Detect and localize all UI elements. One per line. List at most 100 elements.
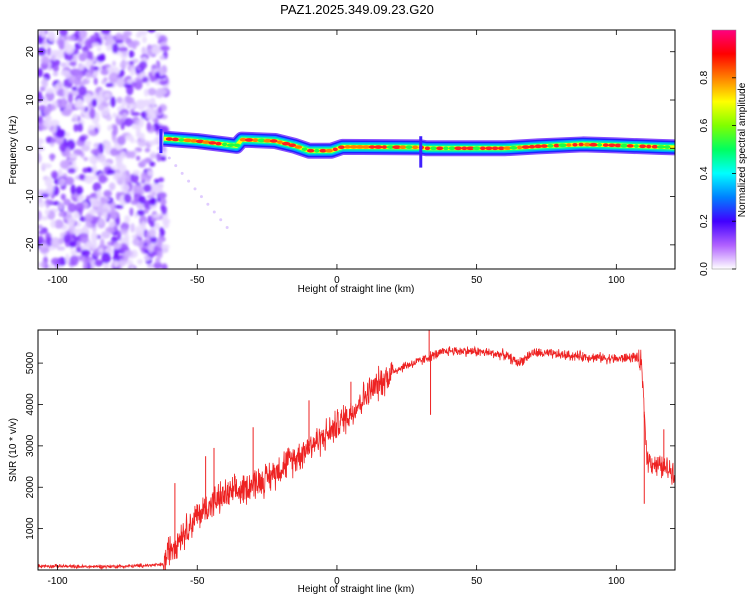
noise-blob — [41, 43, 51, 48]
noise-blob — [148, 140, 157, 146]
noise-blob — [112, 112, 118, 119]
noise-blob — [139, 60, 148, 70]
spectrogram-signal-trace — [159, 128, 675, 168]
noise-blob — [125, 150, 132, 159]
trace-hotspot — [633, 144, 639, 148]
trace-hotspot — [244, 138, 254, 142]
noise-blob — [94, 259, 104, 267]
trace-hotspot — [497, 146, 505, 151]
noise-blob — [50, 257, 61, 266]
noise-blob — [50, 138, 57, 144]
noise-blob — [159, 45, 170, 52]
figure-title: PAZ1.2025.349.09.23.G20 — [280, 2, 434, 17]
colorbar-tick-label-3: 0.6 — [699, 118, 710, 132]
noise-blob — [79, 135, 87, 142]
noise-blob — [111, 212, 118, 220]
noise-blob — [105, 226, 115, 233]
noise-blob — [73, 228, 84, 235]
trace-hotspot — [269, 139, 278, 143]
noise-dot — [187, 179, 191, 183]
noise-blob — [90, 231, 98, 243]
noise-blob — [157, 250, 163, 259]
noise-blob — [132, 170, 141, 176]
noise-blob — [128, 60, 135, 65]
noise-blob — [154, 71, 161, 78]
noise-blob — [70, 184, 76, 195]
trace-hotspot — [392, 145, 402, 149]
noise-dot — [193, 187, 197, 191]
noise-blob — [124, 232, 130, 243]
noise-blob — [124, 249, 134, 257]
noise-blob — [116, 77, 125, 88]
noise-blob — [84, 213, 94, 223]
noise-blob — [149, 97, 156, 104]
noise-blob — [82, 261, 88, 269]
noise-blob — [41, 55, 50, 65]
noise-blob — [153, 178, 160, 185]
noise-blob — [50, 153, 55, 162]
noise-blob — [44, 115, 52, 122]
noise-blob — [58, 201, 64, 211]
trace-hotspot — [165, 137, 173, 141]
noise-blob — [50, 49, 60, 56]
noise-blob — [123, 83, 132, 88]
noise-blob — [92, 202, 100, 208]
noise-blob — [85, 241, 92, 250]
spectrogram-xtick-label-2: 0 — [334, 275, 340, 286]
noise-blob — [100, 196, 107, 204]
noise-blob — [132, 238, 140, 246]
noise-blob — [84, 93, 93, 104]
colorbar-tick-label-4: 0.8 — [699, 70, 710, 84]
noise-blob — [149, 220, 155, 228]
trace-hotspot — [399, 145, 407, 150]
noise-blob — [38, 146, 45, 152]
noise-blob — [68, 61, 77, 66]
noise-blob — [118, 47, 128, 52]
noise-blob — [144, 147, 151, 153]
noise-blob — [116, 177, 125, 186]
noise-dot — [225, 225, 229, 229]
noise-blob — [118, 259, 127, 267]
noise-blob — [149, 197, 157, 206]
noise-blob — [98, 217, 104, 226]
trace-hotspot — [466, 146, 475, 151]
noise-blob — [38, 152, 41, 163]
noise-blob — [157, 88, 168, 95]
noise-blob — [87, 167, 93, 173]
trace-hotspot — [226, 143, 235, 147]
trace-hotspot — [663, 145, 671, 149]
trace-hotspot — [602, 143, 609, 147]
noise-dot — [174, 164, 178, 168]
noise-blob — [50, 237, 61, 248]
trace-hotspot — [608, 143, 616, 148]
spectrogram-ytick-label-4: 20 — [25, 46, 36, 58]
noise-blob — [44, 209, 50, 216]
noise-blob — [149, 203, 157, 210]
snr-ytick-label-0: 1000 — [25, 517, 36, 540]
trace-hotspot — [307, 148, 315, 153]
noise-blob — [78, 30, 88, 39]
snr-frame — [37, 329, 676, 571]
noise-blob — [94, 36, 102, 43]
trace-hotspot — [412, 145, 419, 150]
noise-blob — [136, 258, 143, 265]
trace-hotspot — [349, 145, 358, 149]
noise-blob — [124, 215, 131, 224]
trace-hotspot — [620, 143, 629, 148]
snr-ytick-label-4: 5000 — [25, 352, 36, 375]
trace-hotspot — [314, 148, 320, 153]
noise-blob — [140, 111, 147, 119]
noise-blob — [65, 253, 70, 264]
trace-hotspot — [566, 143, 572, 147]
noise-blob — [97, 103, 105, 111]
noise-blob — [97, 46, 102, 52]
noise-blob — [41, 78, 49, 89]
noise-blob — [136, 209, 145, 216]
noise-dot — [180, 171, 184, 175]
trace-hotspot — [215, 141, 222, 146]
noise-blob — [135, 131, 142, 138]
noise-blob — [63, 198, 71, 206]
noise-blob — [86, 50, 92, 61]
spectrogram-ytick-label-1: -10 — [25, 189, 36, 204]
trace-hotspot — [381, 145, 388, 149]
